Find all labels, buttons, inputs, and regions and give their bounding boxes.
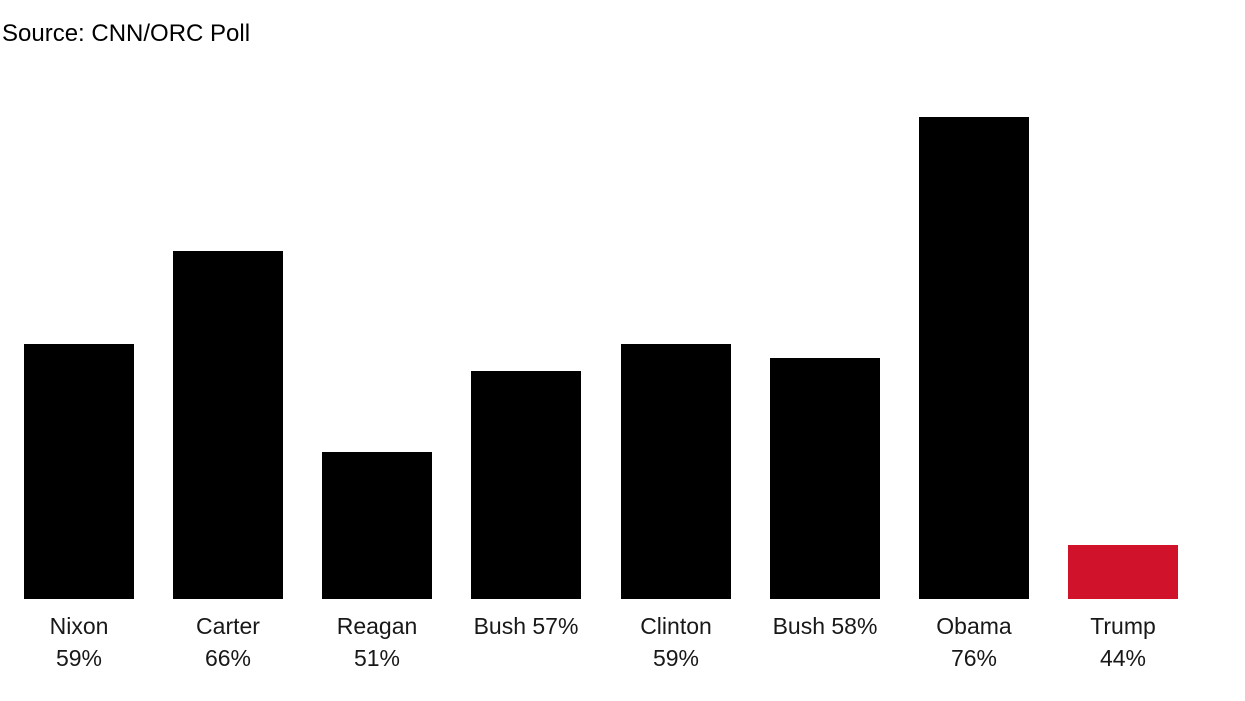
bar-label-line: Bush 58% xyxy=(772,613,878,639)
bar-label-trump-44: Trump 44% xyxy=(1090,610,1156,674)
bar-label-line: 59% xyxy=(55,645,103,671)
bar-label-line: 59% xyxy=(652,645,700,671)
bar-label-clinton-59: Clinton 59% xyxy=(640,610,712,674)
bar-reagan-51 xyxy=(322,452,432,599)
bar-clinton-59 xyxy=(621,344,731,599)
bar-carter-66 xyxy=(173,251,283,599)
bar-label-line: Bush 57% xyxy=(473,613,579,639)
bar-label-line: 44% xyxy=(1099,645,1147,671)
bar-label-line: 76% xyxy=(950,645,998,671)
bar-bush-57 xyxy=(471,371,581,599)
bar-label-line: Obama xyxy=(936,613,1012,639)
bar-label-obama-76: Obama 76% xyxy=(936,610,1011,674)
bar-label-line: Trump xyxy=(1090,613,1156,639)
bar-label-line: Carter xyxy=(196,613,260,639)
bar-bush-58 xyxy=(770,358,880,599)
bar-label-line: Clinton xyxy=(640,613,712,639)
bar-label-line: 51% xyxy=(353,645,401,671)
bar-nixon-59 xyxy=(24,344,134,599)
bar-label-line: Reagan xyxy=(336,613,418,639)
bar-label-carter-66: Carter 66% xyxy=(196,610,260,674)
bar-label-reagan-51: Reagan 51% xyxy=(337,610,418,674)
bar-label-line: 66% xyxy=(204,645,252,671)
bar-obama-76 xyxy=(919,117,1029,599)
bar-label-nixon-59: Nixon 59% xyxy=(50,610,109,674)
bar-label-bush-58: Bush 58% xyxy=(773,610,878,642)
bar-trump-44 xyxy=(1068,545,1178,599)
source-caption: Source: CNN/ORC Poll xyxy=(2,20,251,47)
bar-label-bush-57: Bush 57% xyxy=(474,610,579,642)
bar-label-line: Nixon xyxy=(49,613,109,639)
